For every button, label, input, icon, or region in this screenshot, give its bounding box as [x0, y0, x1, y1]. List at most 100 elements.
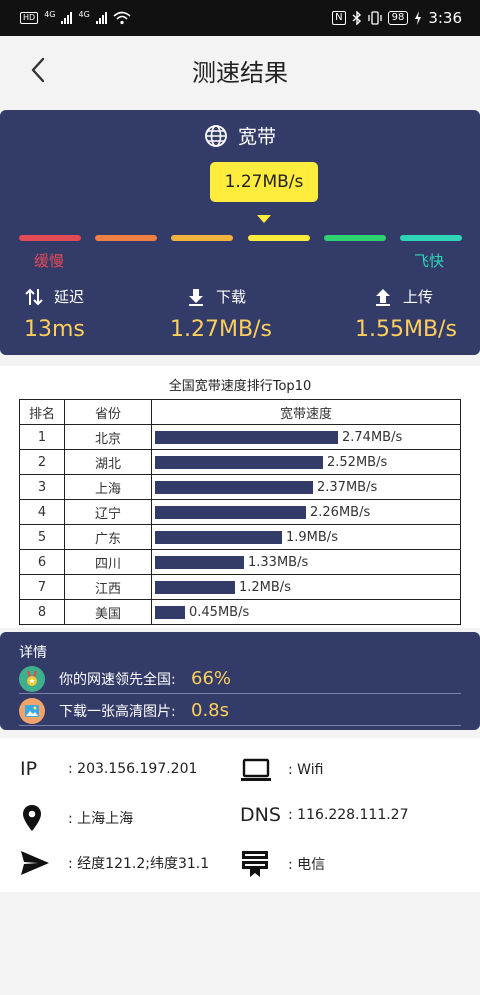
scale-slow-label: 缓慢 [34, 252, 65, 270]
province-cell: 辽宁 [64, 499, 152, 525]
network-value: : Wifi [288, 762, 324, 778]
scale-segment-6 [400, 235, 462, 241]
table-row: 5 广东 1.9MB/s [19, 524, 461, 550]
info-network: : Wifi [240, 758, 323, 782]
table-row: 4 辽宁 2.26MB/s [19, 499, 461, 525]
vibrate-icon [367, 11, 382, 25]
dns-key: DNS [240, 804, 281, 826]
detail-row-image-time: 下载一张高清图片: 0.8s [19, 696, 461, 726]
speed-value: 1.33MB/s [248, 554, 309, 570]
table-row: 7 江西 1.2MB/s [19, 574, 461, 600]
speed-bar [155, 505, 306, 519]
speed-bar [155, 530, 282, 544]
table-row: 1 北京 2.74MB/s [19, 424, 461, 450]
speed-bar [155, 430, 338, 444]
table-header-row: 排名 省份 宽带速度 [19, 399, 461, 425]
speed-bar [155, 555, 244, 569]
detail-row-percentile: 你的网速领先全国: 66% [19, 664, 461, 694]
column-header-speed: 宽带速度 [151, 399, 461, 425]
detail-label-percentile: 你的网速领先全国: [59, 671, 176, 688]
speed-cell: 1.33MB/s [151, 549, 461, 575]
latency-metric: 延迟 13ms [24, 286, 85, 342]
speed-value: 1.2MB/s [239, 579, 291, 595]
dns-value: : 116.228.111.27 [288, 807, 409, 823]
upload-icon [376, 288, 390, 306]
speed-value: 2.74MB/s [342, 429, 403, 445]
network-info: IP : 203.156.197.201 : Wifi : 上海上海 DNS :… [0, 738, 480, 892]
speed-value: 1.9MB/s [286, 529, 338, 545]
download-icon [189, 288, 203, 306]
rank-cell: 1 [19, 424, 65, 450]
rank-cell: 6 [19, 549, 65, 575]
province-cell: 美国 [64, 599, 152, 625]
table-row: 6 四川 1.33MB/s [19, 549, 461, 575]
download-value: 1.27MB/s [170, 317, 272, 342]
table-row: 3 上海 2.37MB/s [19, 474, 461, 500]
ranking-title: 全国宽带速度排行Top10 [168, 379, 312, 394]
rank-cell: 7 [19, 574, 65, 600]
speed-cell: 2.52MB/s [151, 449, 461, 475]
net-type-2: 4G [78, 9, 90, 19]
info-carrier: : 电信 [240, 850, 325, 878]
charging-icon [415, 11, 422, 25]
speed-pointer-icon [257, 215, 271, 223]
rank-cell: 8 [19, 599, 65, 625]
nfc-icon: N [332, 11, 346, 25]
speed-cell: 2.37MB/s [151, 474, 461, 500]
send-arrow-icon [20, 850, 68, 876]
upload-value: 1.55MB/s [355, 317, 457, 342]
location-pin-icon [20, 804, 68, 832]
scale-segment-2 [95, 235, 157, 241]
rank-cell: 5 [19, 524, 65, 550]
speed-value: 2.26MB/s [310, 504, 371, 520]
speed-value: 2.52MB/s [327, 454, 388, 470]
details-title: 详情 [19, 645, 47, 661]
province-cell: 北京 [64, 424, 152, 450]
scale-segment-4 [248, 235, 310, 241]
table-row: 8 美国 0.45MB/s [19, 599, 461, 625]
ip-value: : 203.156.197.201 [68, 761, 198, 777]
info-ip: IP : 203.156.197.201 [20, 758, 197, 780]
bluetooth-icon [352, 11, 361, 25]
speed-bar [155, 605, 185, 619]
scale-segment-5 [324, 235, 386, 241]
ranking-table: 排名 省份 宽带速度 1 北京 2.74MB/s 2 湖北 2.52MB/s 3 上海 2.37… [19, 399, 461, 625]
rank-cell: 3 [19, 474, 65, 500]
speed-cell: 2.74MB/s [151, 424, 461, 450]
ip-key: IP [20, 758, 38, 780]
hd-badge: HD [20, 12, 39, 24]
speed-result-card: 宽带 1.27MB/s 缓慢 飞快 延迟 13ms 下载 1.27MB/s 上传… [0, 110, 480, 355]
signal-icon [95, 12, 107, 24]
net-type-1: 4G [44, 9, 56, 19]
app-header: 测速结果 [0, 36, 480, 104]
latency-value: 13ms [24, 317, 85, 342]
latency-label: 延迟 [54, 288, 85, 306]
signal-icon [61, 12, 73, 24]
status-bar: HD 4G 4G N 98 3:36 [0, 0, 480, 36]
province-cell: 湖北 [64, 449, 152, 475]
network-type: 宽带 [0, 122, 480, 149]
back-arrow-icon[interactable] [28, 56, 50, 84]
province-cell: 四川 [64, 549, 152, 575]
page-title: 测速结果 [192, 58, 288, 87]
speed-bar [155, 480, 313, 494]
coordinates-value: : 经度121.2;纬度31.1 [68, 856, 210, 872]
table-row: 2 湖北 2.52MB/s [19, 449, 461, 475]
download-label: 下载 [216, 288, 247, 306]
info-dns: DNS : 116.228.111.27 [240, 804, 409, 826]
speed-cell: 0.45MB/s [151, 599, 461, 625]
speed-value: 2.37MB/s [317, 479, 378, 495]
province-cell: 江西 [64, 574, 152, 600]
ranking-card: 全国宽带速度排行Top10 排名 省份 宽带速度 1 北京 2.74MB/s 2 湖北 2… [0, 366, 480, 628]
latency-arrows-icon [25, 288, 43, 305]
province-cell: 广东 [64, 524, 152, 550]
download-metric: 下载 1.27MB/s [170, 286, 272, 342]
battery-indicator: 98 [387, 11, 409, 25]
wifi-icon [113, 11, 131, 25]
speed-bar [155, 455, 323, 469]
detail-value-percentile: 66% [191, 668, 232, 689]
province-cell: 上海 [64, 474, 152, 500]
column-header-rank: 排名 [19, 399, 65, 425]
info-coordinates: : 经度121.2;纬度31.1 [20, 850, 209, 876]
detail-value-image-time: 0.8s [191, 700, 230, 721]
